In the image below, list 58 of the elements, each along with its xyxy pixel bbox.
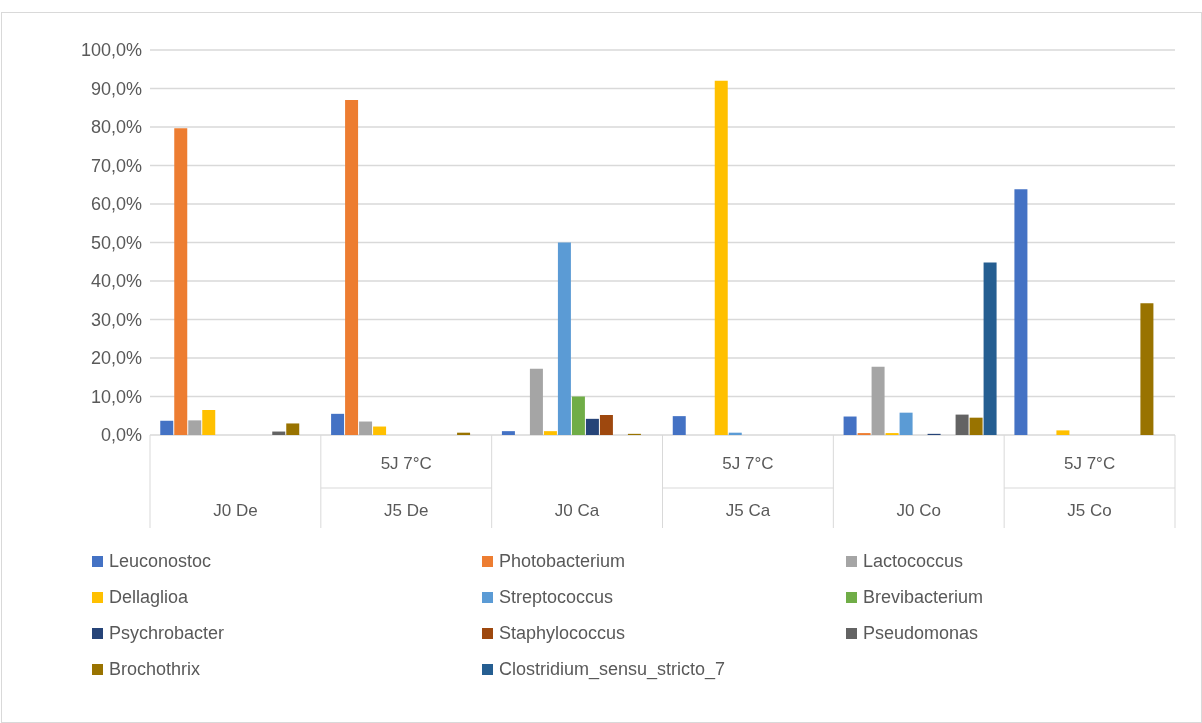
y-tick-label: 60,0% bbox=[90, 194, 142, 215]
bar bbox=[202, 409, 216, 435]
y-tick-label: 90,0% bbox=[90, 78, 142, 99]
y-tick-label: 0,0% bbox=[100, 425, 142, 446]
text: 5J 7°C bbox=[1063, 454, 1116, 473]
bar bbox=[286, 423, 300, 435]
legend-label: Leuconostoc bbox=[109, 550, 212, 572]
bar bbox=[373, 426, 387, 435]
x-tick-label: J5 Ca bbox=[725, 501, 771, 520]
y-tick-label: 40,0% bbox=[90, 271, 142, 292]
bar bbox=[529, 368, 543, 435]
bar bbox=[571, 396, 585, 435]
bar bbox=[331, 413, 345, 435]
y-tick-label: 10,0% bbox=[90, 386, 142, 407]
y-tick-label: 20,0% bbox=[90, 348, 142, 369]
y-tick-label: 50,0% bbox=[90, 232, 142, 253]
legend-label: Lactococcus bbox=[863, 550, 964, 572]
legend-label: Pseudomonas bbox=[863, 622, 979, 644]
bar bbox=[543, 431, 557, 435]
legend-label: Streptococcus bbox=[499, 586, 614, 608]
x-tick-label: J0 Ca bbox=[554, 501, 600, 520]
bar bbox=[1014, 189, 1028, 435]
bar bbox=[1056, 430, 1070, 435]
legend-label: Brevibacterium bbox=[863, 586, 984, 608]
bar bbox=[955, 414, 969, 435]
bar bbox=[672, 416, 686, 435]
text: 5J 7°C bbox=[380, 454, 432, 473]
bar bbox=[174, 128, 188, 435]
x-tick-label: J0 De bbox=[213, 501, 258, 520]
text: 5J 7°C bbox=[722, 454, 774, 473]
bar bbox=[871, 366, 885, 435]
bar bbox=[969, 417, 983, 435]
bar bbox=[983, 262, 997, 435]
y-tick-label: 30,0% bbox=[90, 309, 142, 330]
bar bbox=[345, 100, 359, 435]
y-tick-label: 70,0% bbox=[90, 155, 142, 176]
x-tick-label: J0 Co bbox=[896, 501, 941, 520]
legend-label: Brochothrix bbox=[109, 658, 201, 680]
bar bbox=[899, 412, 913, 435]
legend-label: Staphylococcus bbox=[499, 622, 626, 644]
bar bbox=[714, 80, 728, 435]
bar bbox=[599, 414, 613, 435]
bar bbox=[843, 416, 857, 435]
bar bbox=[501, 431, 515, 435]
bar bbox=[160, 420, 174, 435]
legend-label: Psychrobacter bbox=[109, 622, 225, 644]
bar bbox=[557, 242, 571, 435]
x-tick-label: J5 Co bbox=[1067, 501, 1112, 520]
legend-label: Photobacterium bbox=[499, 550, 626, 572]
bar bbox=[1140, 303, 1154, 435]
legend-label: Clostridium_sensu_stricto_7 bbox=[499, 658, 726, 680]
bar bbox=[359, 421, 373, 435]
x-tick-label: J5 De bbox=[384, 501, 429, 520]
y-tick-label: 80,0% bbox=[90, 117, 142, 138]
bar bbox=[188, 420, 202, 435]
y-tick-label: 100,0% bbox=[80, 40, 142, 61]
legend-label: Dellaglioa bbox=[109, 586, 189, 608]
bar bbox=[585, 418, 599, 435]
